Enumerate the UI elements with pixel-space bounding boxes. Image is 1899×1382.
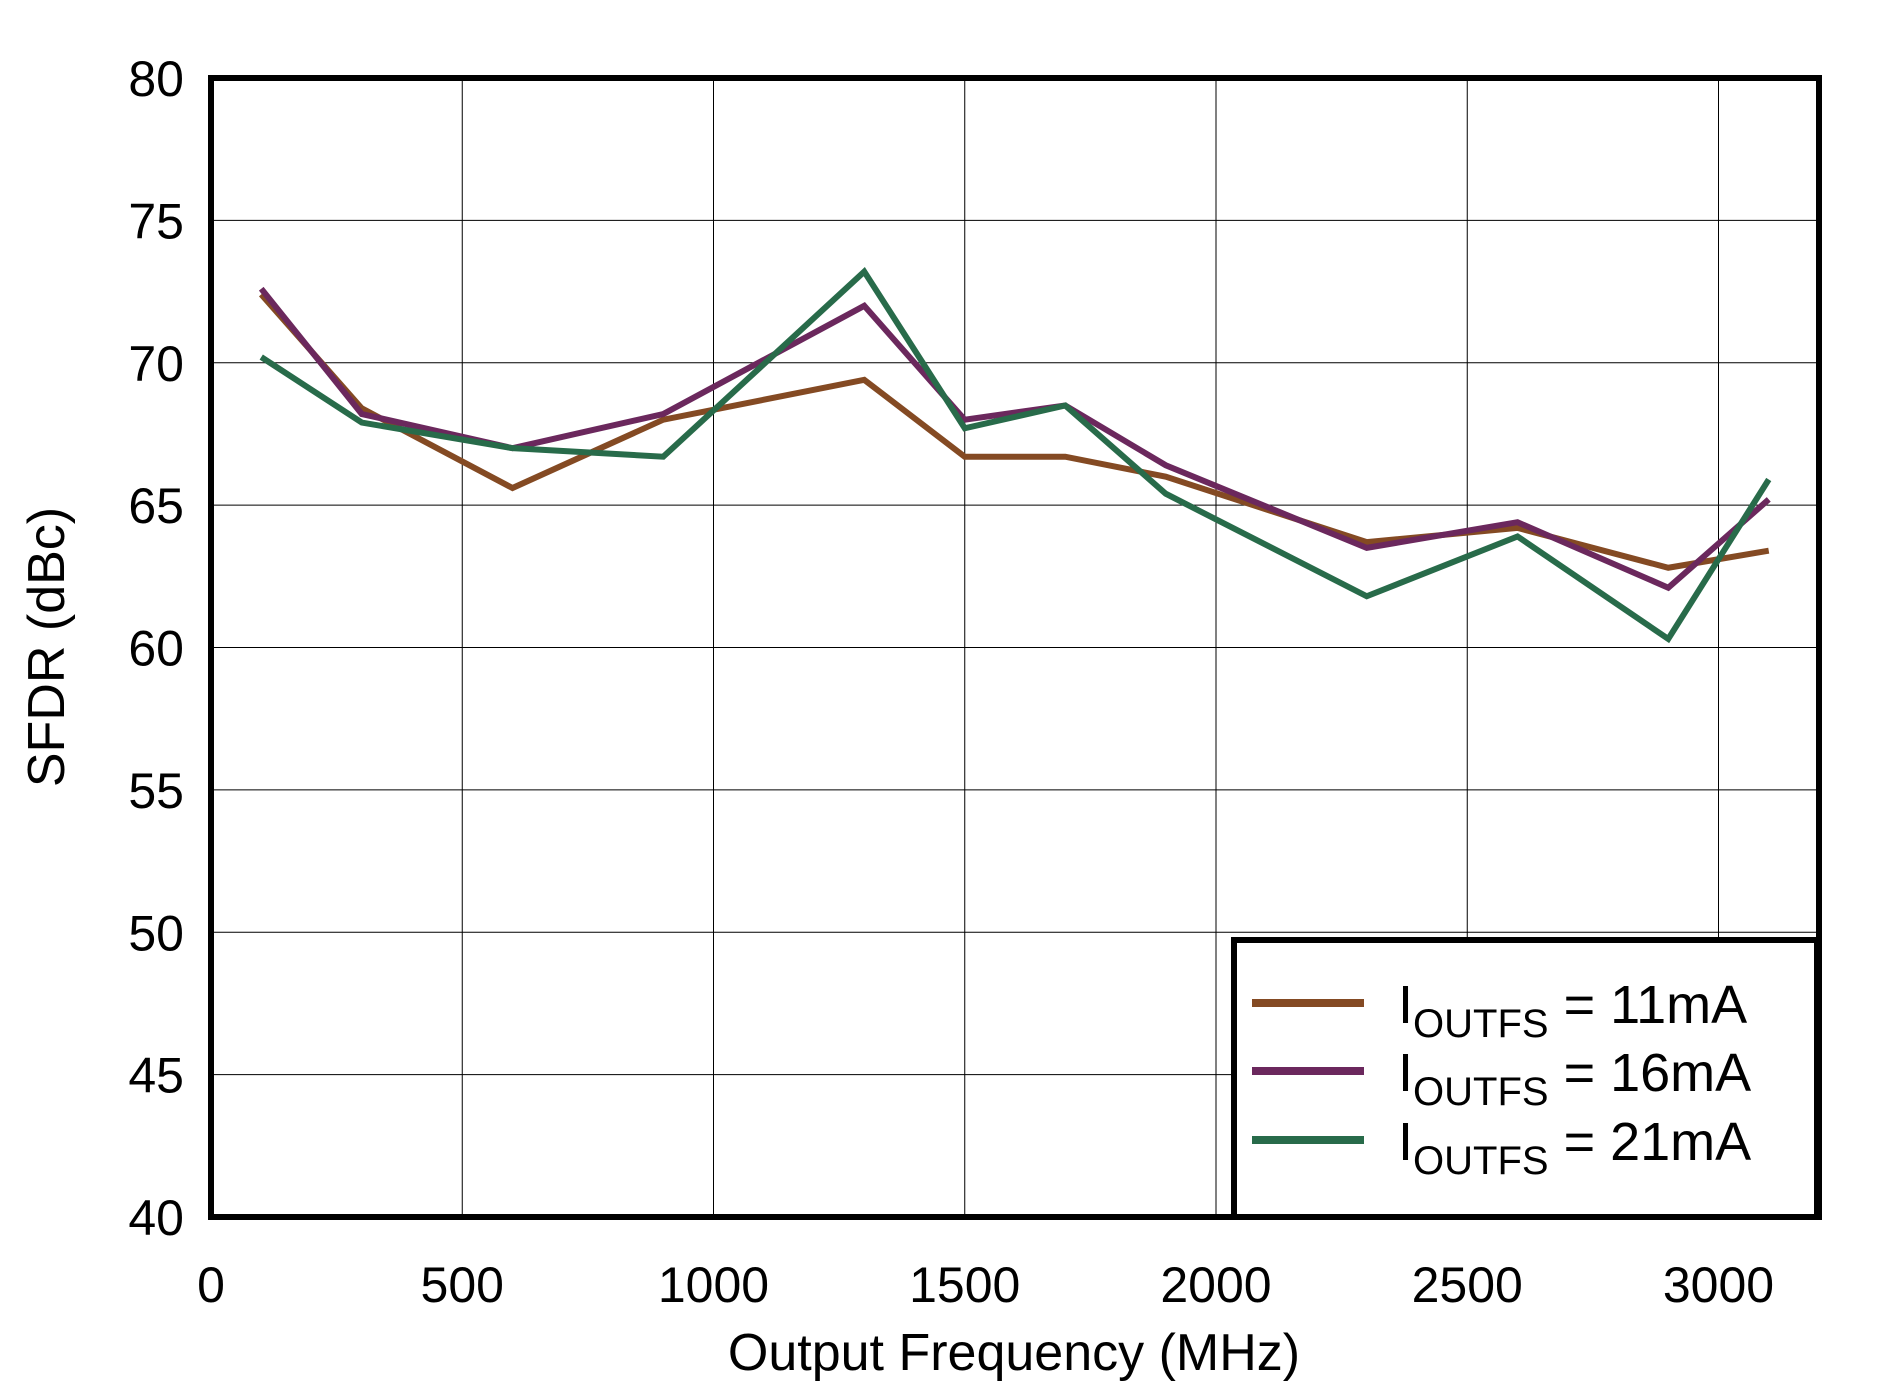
x-tick-label: 0 <box>197 1257 225 1313</box>
y-tick-label: 60 <box>128 621 184 677</box>
series-line-2 <box>258 286 1771 592</box>
x-tick-label: 1500 <box>909 1257 1020 1313</box>
plot-frame <box>208 75 1822 1220</box>
y-tick-label: 55 <box>128 763 184 819</box>
x-tick-label: 1000 <box>658 1257 769 1313</box>
series-line-3 <box>259 267 1772 644</box>
x-tick-label: 2500 <box>1412 1257 1523 1313</box>
legend-label: IOUTFS = 11mA <box>1398 975 1747 1046</box>
legend-label: IOUTFS = 16mA <box>1398 1043 1751 1114</box>
x-axis-label: Output Frequency (MHz) <box>728 1324 1300 1382</box>
x-tick-label: 3000 <box>1663 1257 1774 1313</box>
legend-label-main: I <box>1398 975 1413 1035</box>
legend-label: IOUTFS = 21mA <box>1398 1112 1751 1183</box>
series-line-1 <box>259 292 1770 571</box>
legend-box <box>1231 937 1820 1220</box>
legend-label-value: = 16mA <box>1549 1043 1752 1103</box>
x-tick-label: 2000 <box>1160 1257 1271 1313</box>
y-tick-label: 50 <box>128 905 184 961</box>
legend-label-value: = 11mA <box>1549 975 1748 1035</box>
legend-label-value: = 21mA <box>1549 1112 1752 1172</box>
legend-label-subscript: OUTFS <box>1413 1002 1549 1046</box>
y-tick-label: 65 <box>128 478 184 534</box>
y-tick-labels: 40 45 50 55 60 65 70 75 80 <box>128 51 184 1246</box>
y-tick-label: 40 <box>128 1190 184 1246</box>
y-tick-label: 80 <box>128 51 184 107</box>
y-tick-label: 70 <box>128 336 184 392</box>
series-lines <box>258 267 1772 644</box>
legend-label-subscript: OUTFS <box>1413 1070 1549 1114</box>
legend-label-main: I <box>1398 1112 1413 1172</box>
x-tick-label: 500 <box>421 1257 504 1313</box>
legend-label-main: I <box>1398 1043 1413 1103</box>
x-tick-labels: 0 500 1000 1500 2000 2500 3000 <box>197 1257 1774 1313</box>
legend-label-subscript: OUTFS <box>1413 1139 1549 1183</box>
y-tick-label: 45 <box>128 1048 184 1104</box>
grid <box>210 77 1819 1218</box>
y-axis-label: SFDR (dBc) <box>18 507 76 787</box>
y-tick-label: 75 <box>128 193 184 249</box>
